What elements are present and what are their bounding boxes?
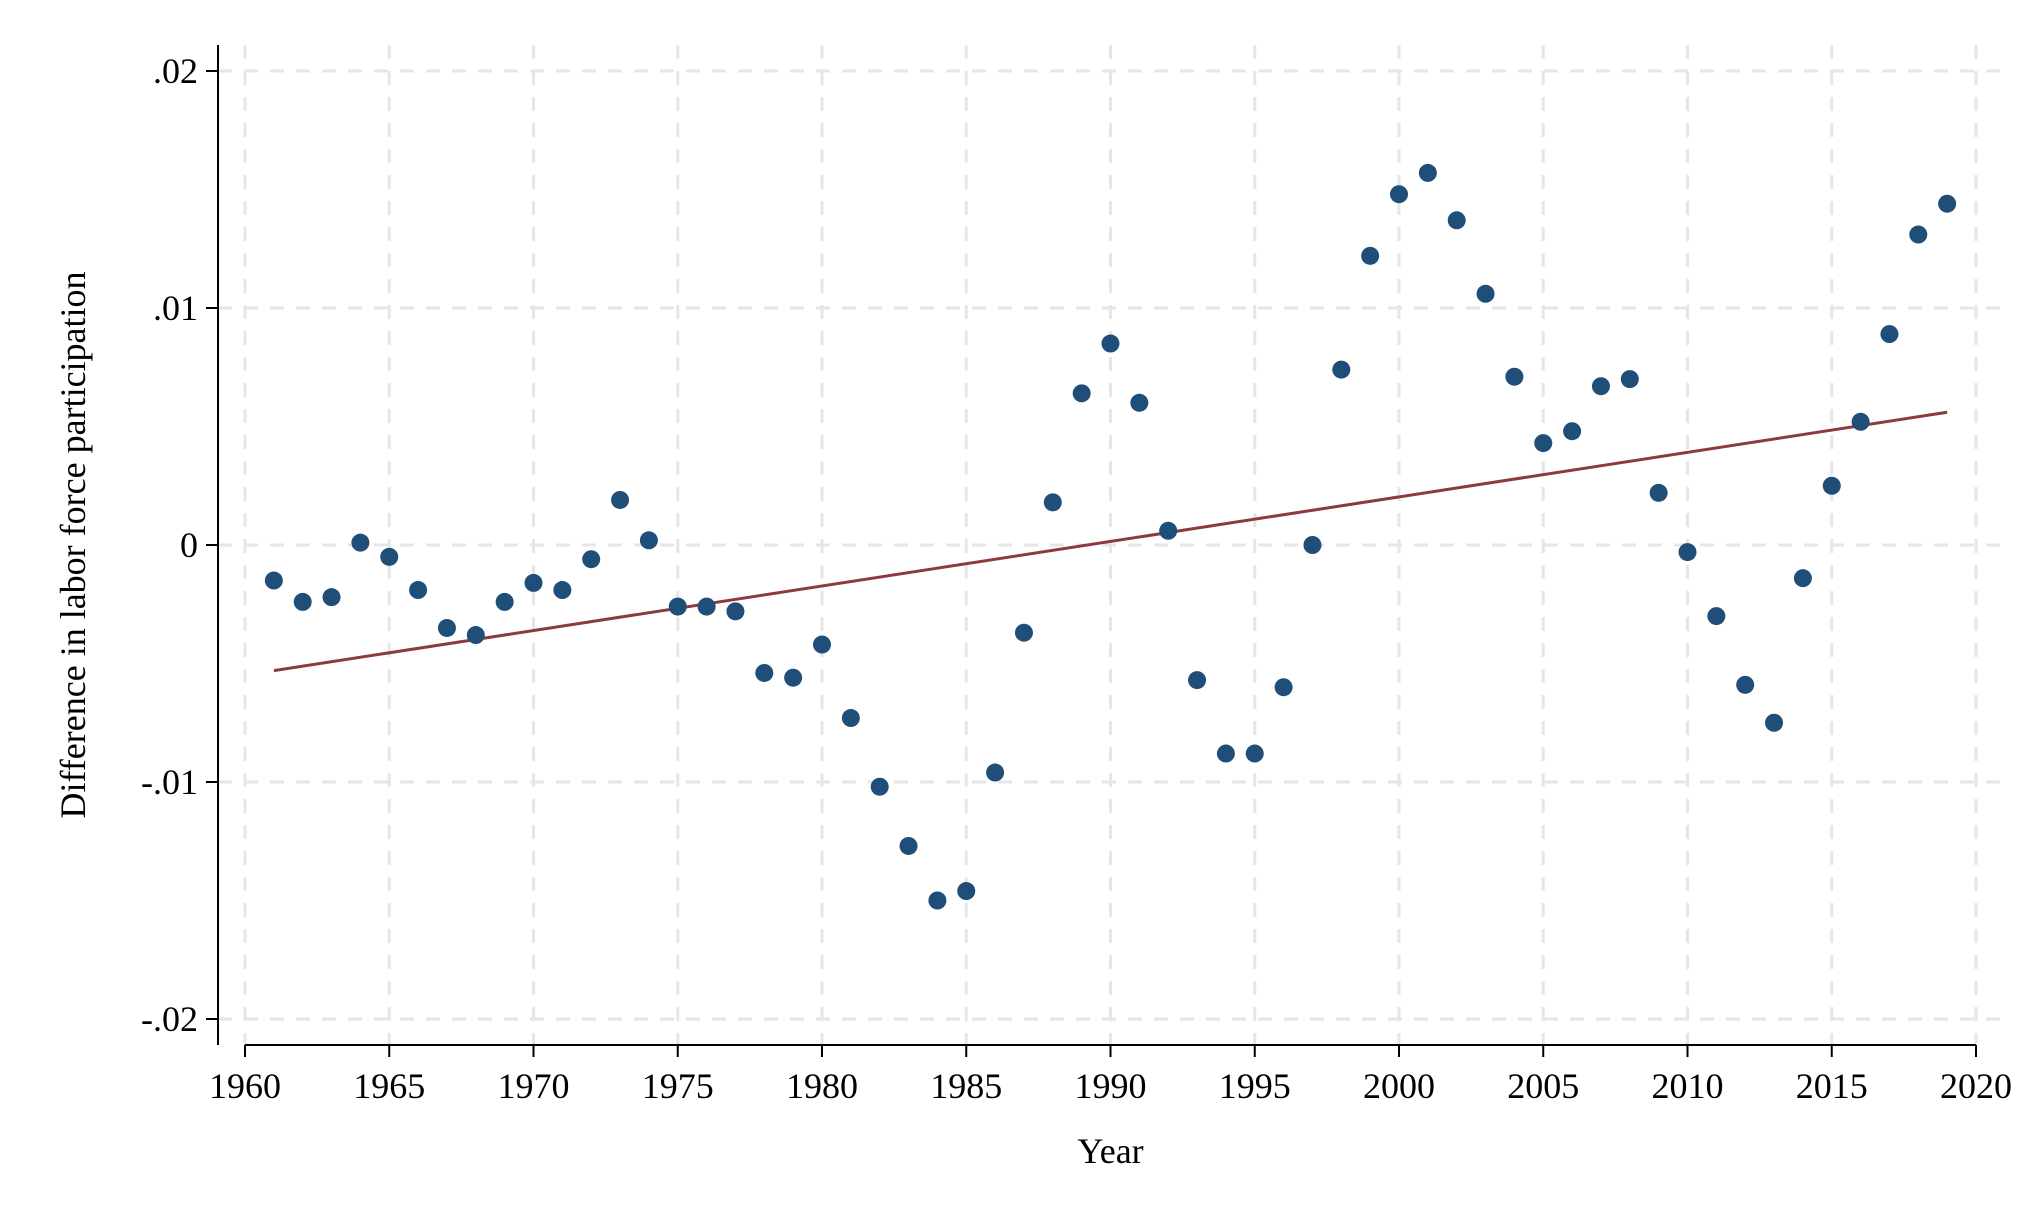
x-tick-label: 2015 xyxy=(1796,1066,1868,1106)
data-point xyxy=(1793,569,1812,588)
data-point xyxy=(668,597,687,616)
data-point xyxy=(553,581,572,600)
data-point xyxy=(1274,678,1293,697)
fit-line xyxy=(273,410,1948,673)
data-point xyxy=(1332,360,1351,379)
data-point xyxy=(1014,623,1033,642)
data-point xyxy=(1649,483,1668,502)
data-point xyxy=(1563,422,1582,441)
data-point xyxy=(1245,744,1264,763)
data-point xyxy=(1303,536,1322,554)
data-point xyxy=(437,618,456,637)
x-tick-label: 2020 xyxy=(1940,1066,2012,1106)
data-point xyxy=(1072,384,1091,403)
data-point xyxy=(1851,412,1870,431)
data-point xyxy=(841,709,860,728)
data-point xyxy=(1736,675,1755,694)
data-point xyxy=(293,592,312,611)
data-point xyxy=(1505,367,1524,386)
data-point xyxy=(495,592,514,611)
x-tick-label: 2000 xyxy=(1363,1066,1435,1106)
data-point xyxy=(928,891,947,910)
data-point xyxy=(1361,246,1380,265)
data-point xyxy=(611,490,630,509)
data-point xyxy=(813,635,831,654)
data-point xyxy=(1188,671,1207,690)
data-point xyxy=(1707,607,1726,626)
data-point xyxy=(380,547,399,566)
data-point xyxy=(1101,334,1120,353)
data-point xyxy=(639,531,658,550)
data-point xyxy=(1909,225,1928,244)
data-point xyxy=(1476,284,1495,303)
data-point xyxy=(1938,194,1957,213)
data-point xyxy=(322,588,341,607)
data-point xyxy=(1418,163,1437,182)
y-tick-label: .02 xyxy=(153,51,198,91)
data-point xyxy=(1822,476,1841,495)
x-axis-title: Year xyxy=(1077,1131,1143,1171)
data-point xyxy=(264,571,283,590)
data-point xyxy=(1043,493,1062,512)
data-point xyxy=(409,581,428,600)
y-axis-title: Difference in labor force participation xyxy=(53,271,93,818)
x-tick-label: 2010 xyxy=(1652,1066,1724,1106)
data-point xyxy=(1390,185,1408,204)
data-point xyxy=(1447,211,1466,230)
y-tick-labels: -.02 -.01 0 .01 .02 xyxy=(141,51,198,1039)
data-point xyxy=(899,836,918,855)
data-point xyxy=(726,602,745,621)
data-point xyxy=(582,550,601,569)
x-tick-label: 1965 xyxy=(353,1066,425,1106)
data-point xyxy=(1159,521,1178,540)
data-point xyxy=(1130,393,1149,412)
x-tick-labels: 1960 1965 1970 1975 1980 1985 1990 1995 2000 2005… xyxy=(209,1066,2012,1106)
axes xyxy=(206,45,1977,1057)
y-tick-label: 0 xyxy=(180,525,198,565)
data-point xyxy=(784,668,803,687)
points-group xyxy=(264,163,1957,910)
fit-line-group xyxy=(273,410,1948,673)
data-point xyxy=(986,763,1005,782)
data-point xyxy=(351,533,370,552)
data-point xyxy=(524,573,543,592)
data-point xyxy=(870,777,889,796)
x-tick-label: 2005 xyxy=(1507,1066,1579,1106)
data-point xyxy=(466,626,485,645)
data-point xyxy=(1880,325,1899,344)
y-tick-label: -.02 xyxy=(141,999,198,1039)
y-tick-label: .01 xyxy=(153,288,198,328)
data-point xyxy=(755,663,774,682)
x-tick-label: 1980 xyxy=(786,1066,858,1106)
data-point xyxy=(1678,543,1697,562)
data-point xyxy=(697,597,716,616)
x-tick-label: 1985 xyxy=(930,1066,1002,1106)
data-point xyxy=(1216,744,1235,763)
data-point xyxy=(1534,434,1553,453)
x-tick-label: 1990 xyxy=(1075,1066,1147,1106)
x-tick-label: 1970 xyxy=(498,1066,570,1106)
grid xyxy=(218,45,2000,1045)
data-point xyxy=(1591,377,1610,396)
x-tick-label: 1960 xyxy=(209,1066,281,1106)
x-tick-label: 1995 xyxy=(1219,1066,1291,1106)
x-tick-label: 1975 xyxy=(642,1066,714,1106)
y-tick-label: -.01 xyxy=(141,762,198,802)
data-point xyxy=(957,882,976,901)
data-point xyxy=(1620,370,1639,389)
data-point xyxy=(1765,713,1784,732)
